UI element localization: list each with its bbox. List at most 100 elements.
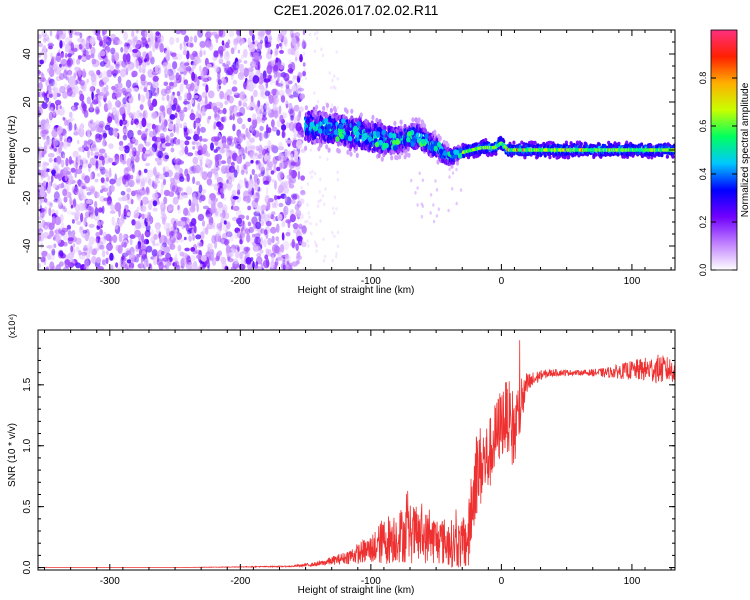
noise-speck [45,79,51,85]
noise-speck [160,122,167,130]
noise-speck [271,126,278,132]
noise-speck [278,65,285,70]
noise-speck [267,213,273,219]
noise-speck [217,79,222,86]
noise-speck [52,183,58,189]
noise-speck [120,190,126,196]
noise-speck [128,94,134,104]
noise-speck [230,47,235,55]
signal-mark [567,155,571,160]
noise-speck [333,195,337,200]
noise-speck [260,204,267,211]
noise-speck [230,247,234,255]
noise-speck [248,43,256,53]
noise-speck [214,111,218,119]
noise-speck [148,215,153,225]
noise-speck [258,161,262,171]
noise-speck [144,150,151,155]
noise-speck [275,91,281,95]
noise-speck [246,233,251,243]
signal-mark [315,123,319,129]
noise-speck [176,105,181,113]
noise-speck [258,84,265,90]
noise-speck [39,211,45,218]
noise-speck [50,52,53,60]
noise-speck [295,243,299,252]
noise-speck [264,35,269,45]
noise-speck [309,171,312,175]
noise-speck [199,65,202,73]
noise-speck [239,106,246,116]
noise-speck [99,61,106,67]
noise-speck [279,80,284,89]
noise-speck [48,207,52,217]
noise-speck [64,52,68,59]
noise-speck [250,137,255,143]
noise-speck [38,222,43,229]
noise-speck [189,36,193,42]
noise-speck [173,220,177,230]
noise-speck [256,178,260,185]
noise-speck [179,176,185,183]
noise-speck [176,195,184,200]
noise-speck [176,125,180,135]
noise-speck [145,43,150,49]
noise-speck [67,178,72,186]
noise-speck [270,77,277,84]
noise-speck [207,90,215,99]
noise-speck [138,93,141,101]
noise-speck [217,250,223,256]
noise-speck [218,123,224,131]
noise-speck [232,79,238,85]
noise-speck [315,249,318,253]
noise-speck [253,173,259,183]
noise-speck [282,258,286,266]
noise-speck [273,195,278,201]
noise-speck [308,32,312,37]
noise-speck [52,91,58,101]
noise-speck [238,263,246,270]
noise-speck [77,37,84,43]
noise-speck [188,128,193,135]
noise-speck [141,152,147,162]
noise-speck [152,75,159,82]
noise-speck [76,58,81,65]
noise-speck [117,76,122,84]
noise-speck [135,59,139,69]
noise-speck [232,205,240,211]
signal-blob [323,117,329,124]
noise-speck [193,133,200,142]
noise-speck [141,254,146,259]
noise-speck [219,187,226,194]
noise-speck [215,101,222,107]
noise-speck [120,154,123,164]
noise-speck [265,30,272,35]
noise-speck [271,235,275,244]
noise-speck [85,159,88,164]
noise-speck [150,236,156,243]
noise-speck [75,262,82,269]
noise-speck [131,219,136,226]
noise-speck [91,91,94,101]
noise-speck [181,191,184,197]
noise-speck [189,42,194,48]
noise-speck [196,126,201,136]
noise-speck [207,243,213,251]
noise-speck [318,155,322,160]
noise-speck [218,85,222,90]
noise-speck [248,226,255,233]
noise-speck [54,62,59,69]
noise-speck [64,173,68,182]
noise-speck [131,70,138,78]
noise-speck [101,85,104,94]
noise-speck [322,237,325,241]
noise-speck [281,232,285,241]
noise-speck [216,223,223,229]
noise-speck [51,129,58,138]
signal-blob [318,128,323,134]
noise-speck [90,172,93,181]
noise-speck [170,235,174,241]
noise-speck [156,141,161,149]
noise-speck [46,201,53,206]
noise-speck [167,222,171,227]
